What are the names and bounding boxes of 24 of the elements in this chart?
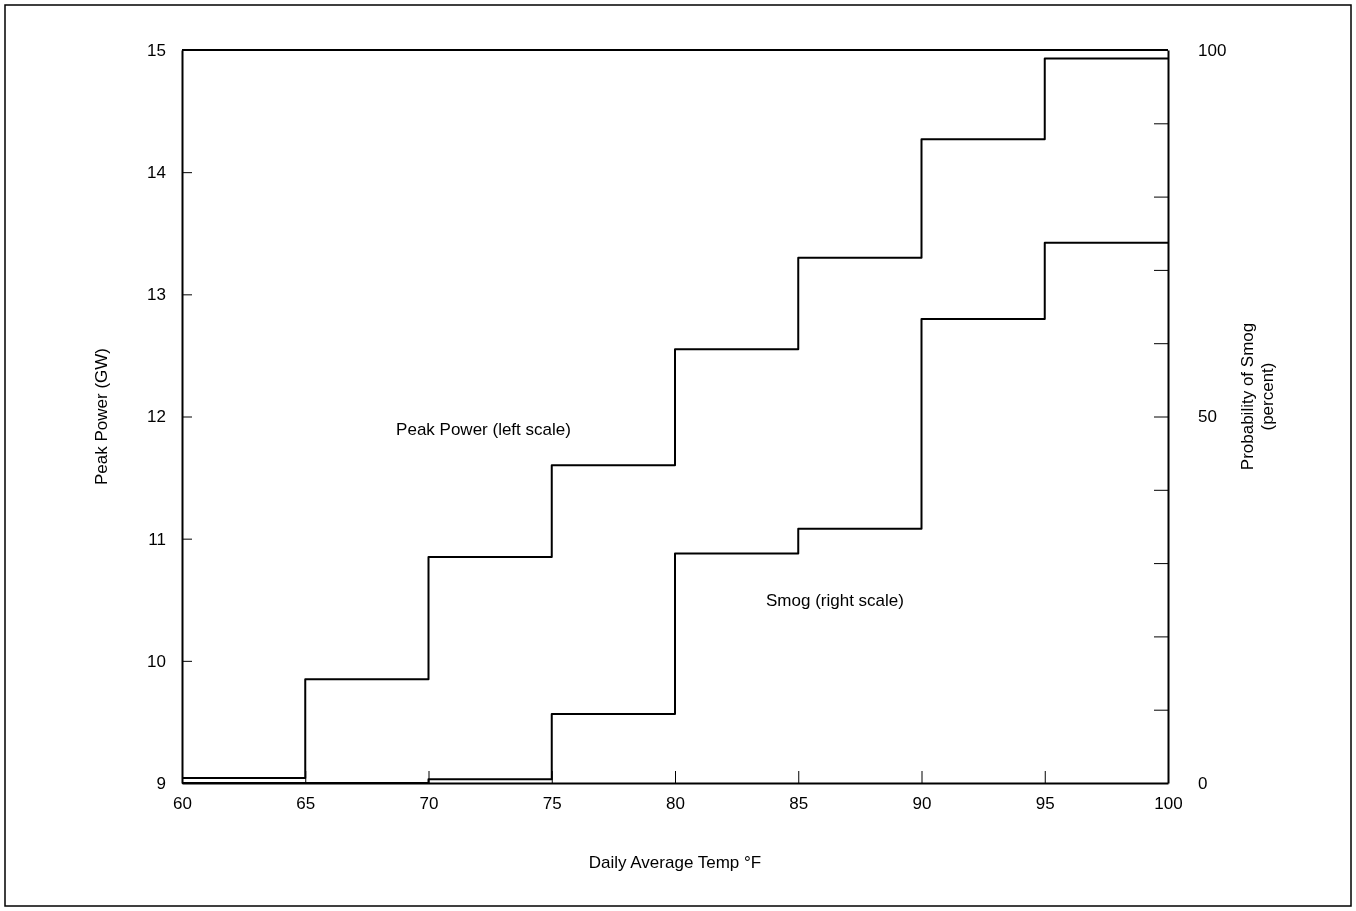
x-tick-label: 100: [1154, 794, 1183, 814]
x-tick-label: 75: [542, 794, 562, 814]
y-tick-label: 9: [156, 773, 166, 793]
y-tick-label: 11: [148, 529, 166, 549]
x-tick-label: 85: [789, 794, 809, 814]
x-tick-label: 70: [419, 794, 439, 814]
series-label: Peak Power (left scale): [396, 419, 571, 439]
x-tick-label: 95: [1035, 794, 1055, 814]
y2-tick-label: 100: [1198, 40, 1227, 60]
x-tick-label: 65: [296, 794, 316, 814]
y-axis-title: Peak Power (GW): [92, 348, 111, 485]
x-axis-title: Daily Average Temp °F: [588, 853, 762, 872]
y2-tick-label: 0: [1198, 773, 1208, 793]
y2-axis-title: Probability of Smog (percent): [1238, 322, 1277, 471]
y-tick-label: 12: [147, 407, 166, 427]
x-tick-label: 80: [666, 794, 685, 814]
y-tick-label: 13: [147, 285, 166, 305]
y-tick-label: 15: [147, 40, 166, 60]
y-tick-label: 14: [147, 163, 166, 183]
y2-tick-label: 50: [1198, 407, 1217, 427]
y-tick-label: 10: [147, 651, 166, 671]
x-tick-label: 60: [173, 794, 192, 814]
text: Smog (right scale): [766, 590, 904, 610]
x-tick-label: 90: [912, 794, 932, 814]
